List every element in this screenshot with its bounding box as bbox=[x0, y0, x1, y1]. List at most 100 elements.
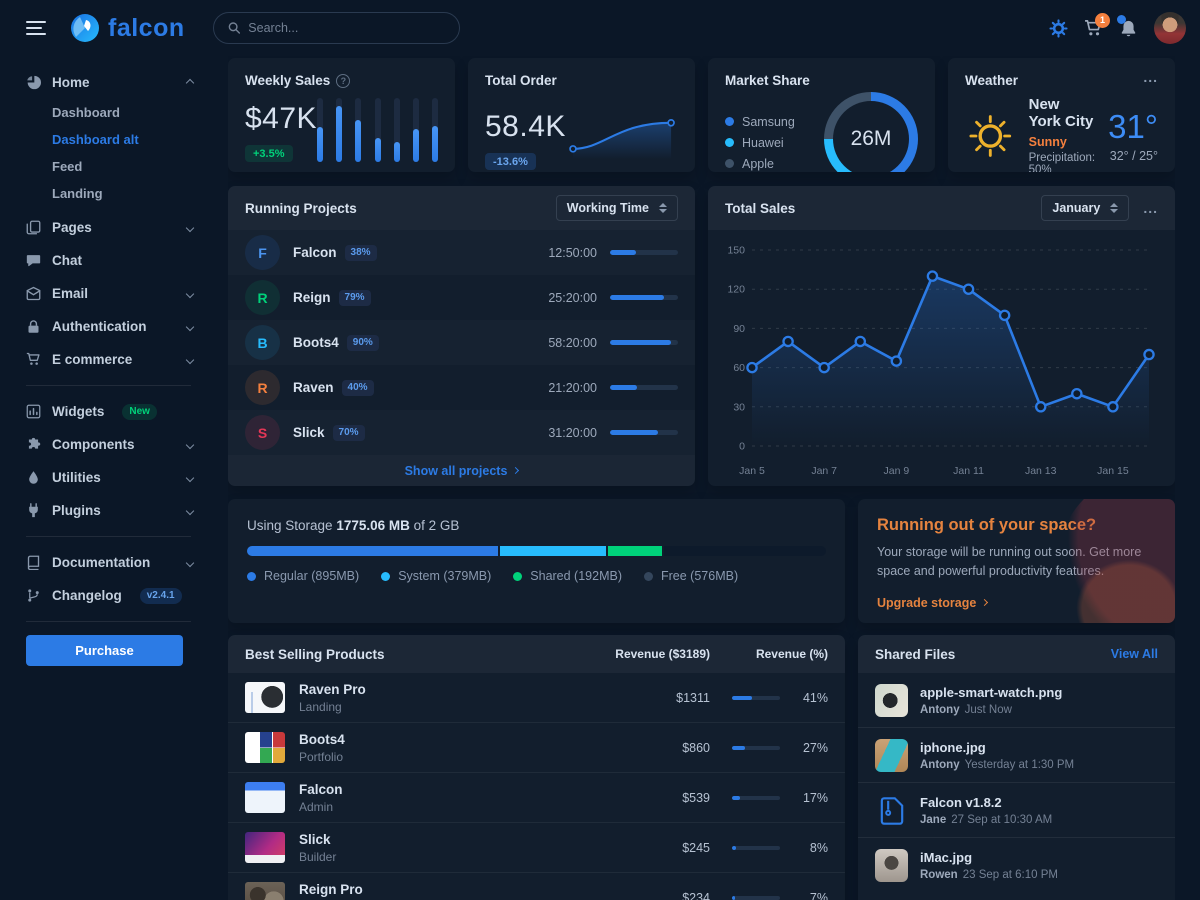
chevron-down-icon bbox=[185, 473, 195, 482]
sidebar-item-email[interactable]: Email bbox=[26, 277, 201, 310]
product-percent: 8% bbox=[809, 840, 828, 855]
legend-dot bbox=[247, 571, 256, 581]
brand-logo[interactable]: falcon bbox=[70, 13, 185, 43]
hamburger-menu-button[interactable] bbox=[26, 21, 46, 35]
legend-label: Huawei bbox=[742, 135, 784, 150]
weekly-sales-title: Weekly Sales? bbox=[245, 73, 438, 88]
product-name-link[interactable]: Falcon bbox=[299, 781, 343, 797]
storage-legend-item: System (379MB) bbox=[381, 569, 491, 583]
bar-track bbox=[393, 98, 400, 162]
top-navbar: falcon 1 bbox=[0, 0, 1200, 56]
file-thumbnail bbox=[875, 739, 908, 772]
sidebar-item-home[interactable]: Home bbox=[26, 66, 201, 99]
product-revenue: $1311 bbox=[676, 690, 710, 705]
file-name-link[interactable]: Falcon v1.8.2 bbox=[920, 795, 1002, 810]
project-name-link[interactable]: Reign bbox=[293, 290, 331, 305]
file-info: iMac.jpg Rowen 23 Sep at 6:10 PM bbox=[920, 850, 1058, 881]
sidebar-item-chat[interactable]: Chat bbox=[26, 244, 201, 277]
working-time-select[interactable]: Working Time bbox=[555, 195, 678, 221]
project-name-link[interactable]: Slick bbox=[293, 425, 325, 440]
search-input[interactable] bbox=[248, 21, 445, 35]
profile-avatar[interactable] bbox=[1154, 12, 1186, 44]
progress-fill bbox=[732, 845, 736, 850]
project-progress-bar bbox=[610, 295, 678, 300]
month-select[interactable]: January bbox=[1041, 195, 1130, 221]
project-percent-badge: 38% bbox=[344, 244, 377, 261]
project-percent-badge: 70% bbox=[332, 424, 365, 441]
svg-text:Jan 5: Jan 5 bbox=[739, 465, 765, 477]
project-avatar: S bbox=[245, 415, 280, 450]
file-name-link[interactable]: iphone.jpg bbox=[920, 740, 986, 755]
bar-track bbox=[336, 98, 343, 162]
total-sales-menu-icon[interactable]: ... bbox=[1143, 200, 1158, 216]
settings-gear-icon[interactable] bbox=[1049, 18, 1068, 38]
legend-label: Samsung bbox=[742, 114, 795, 129]
legend-label: Free (576MB) bbox=[661, 569, 739, 583]
show-all-projects-link[interactable]: Show all projects bbox=[405, 464, 520, 478]
project-name-link[interactable]: Falcon bbox=[293, 245, 337, 260]
upgrade-storage-link[interactable]: Upgrade storage bbox=[877, 596, 989, 610]
sidebar-badge: v2.4.1 bbox=[139, 587, 182, 604]
sidebar-item-e-commerce[interactable]: E commerce bbox=[26, 343, 201, 376]
file-time: 23 Sep at 6:10 PM bbox=[962, 869, 1058, 881]
sidebar-subitem-landing[interactable]: Landing bbox=[52, 186, 103, 201]
sidebar-item-documentation[interactable]: Documentation bbox=[26, 546, 201, 579]
file-row-apple-smart-watch-png: apple-smart-watch.png Antony Just Now bbox=[858, 673, 1175, 727]
project-progress-bar bbox=[610, 430, 678, 435]
file-meta: Rowen 23 Sep at 6:10 PM bbox=[920, 869, 1058, 881]
project-avatar: B bbox=[245, 325, 280, 360]
product-thumbnail bbox=[245, 782, 285, 813]
view-all-link[interactable]: View All bbox=[1110, 647, 1158, 661]
running-projects-title: Running Projects bbox=[245, 200, 357, 216]
product-percent: 7% bbox=[809, 890, 828, 900]
legend-dot bbox=[644, 571, 653, 581]
product-name-link[interactable]: Reign Pro bbox=[299, 881, 363, 897]
purchase-button[interactable]: Purchase bbox=[26, 635, 183, 666]
notification-bell-icon[interactable] bbox=[1117, 14, 1138, 38]
project-avatar: R bbox=[245, 280, 280, 315]
product-name-link[interactable]: Raven Pro bbox=[299, 681, 366, 697]
product-revenue: $234 bbox=[682, 890, 710, 900]
product-category: Landing bbox=[299, 699, 342, 714]
sidebar-item-label: Email bbox=[52, 286, 89, 301]
sidebar-item-components[interactable]: Components bbox=[26, 428, 201, 461]
file-name-link[interactable]: apple-smart-watch.png bbox=[920, 685, 1063, 700]
project-time: 25:20:00 bbox=[548, 290, 597, 305]
project-name-link[interactable]: Raven bbox=[293, 380, 334, 395]
sidebar-item-pages[interactable]: Pages bbox=[26, 211, 201, 244]
weather-menu-icon[interactable]: ... bbox=[1143, 69, 1158, 85]
sidebar-item-widgets[interactable]: Widgets New bbox=[26, 395, 201, 428]
sidebar-subitem-feed[interactable]: Feed bbox=[52, 159, 83, 174]
sidebar-item-plugins[interactable]: Plugins bbox=[26, 494, 201, 527]
product-name-link[interactable]: Slick bbox=[299, 831, 331, 847]
sidebar-item-label: Widgets bbox=[52, 404, 105, 419]
chart-pie-icon bbox=[27, 75, 41, 90]
file-name-link[interactable]: iMac.jpg bbox=[920, 850, 973, 865]
product-row-boots4: Boots4 Portfolio $860 27% bbox=[228, 723, 845, 773]
file-meta: Antony Just Now bbox=[920, 704, 1062, 716]
components-icon bbox=[28, 437, 41, 449]
file-info: Falcon v1.8.2 Jane 27 Sep at 10:30 AM bbox=[920, 795, 1052, 826]
email-icon bbox=[26, 286, 41, 301]
help-question-icon[interactable]: ? bbox=[336, 74, 351, 88]
sidebar-item-changelog[interactable]: Changelog v2.4.1 bbox=[26, 579, 201, 612]
file-row-iphone-jpg: iphone.jpg Antony Yesterday at 1:30 PM bbox=[858, 727, 1175, 782]
product-name-link[interactable]: Boots4 bbox=[299, 731, 345, 747]
products-col-percent: Revenue (%) bbox=[755, 647, 828, 661]
sidebar-divider bbox=[26, 621, 191, 622]
project-percent-badge: 90% bbox=[346, 334, 379, 351]
weekly-sales-bar-chart bbox=[317, 98, 438, 162]
sidebar-item-label: Documentation bbox=[52, 555, 151, 570]
sidebar-subitem-dashboard-alt[interactable]: Dashboard alt bbox=[52, 132, 139, 147]
shopping-cart-icon[interactable]: 1 bbox=[1084, 12, 1110, 38]
product-category: Builder bbox=[299, 849, 337, 864]
search-box[interactable] bbox=[212, 12, 460, 44]
sidebar-item-utilities[interactable]: Utilities bbox=[26, 461, 201, 494]
project-name-link[interactable]: Boots4 bbox=[293, 335, 339, 350]
upgrade-space-card: Running out of your space? Your storage … bbox=[858, 499, 1175, 623]
sidebar-subitem-dashboard[interactable]: Dashboard bbox=[52, 105, 120, 120]
sidebar-item-authentication[interactable]: Authentication bbox=[26, 310, 201, 343]
weather-precipitation: Precipitation: 50% bbox=[1028, 152, 1096, 172]
storage-legend-item: Shared (192MB) bbox=[513, 569, 622, 583]
storage-segment-system bbox=[500, 546, 607, 556]
